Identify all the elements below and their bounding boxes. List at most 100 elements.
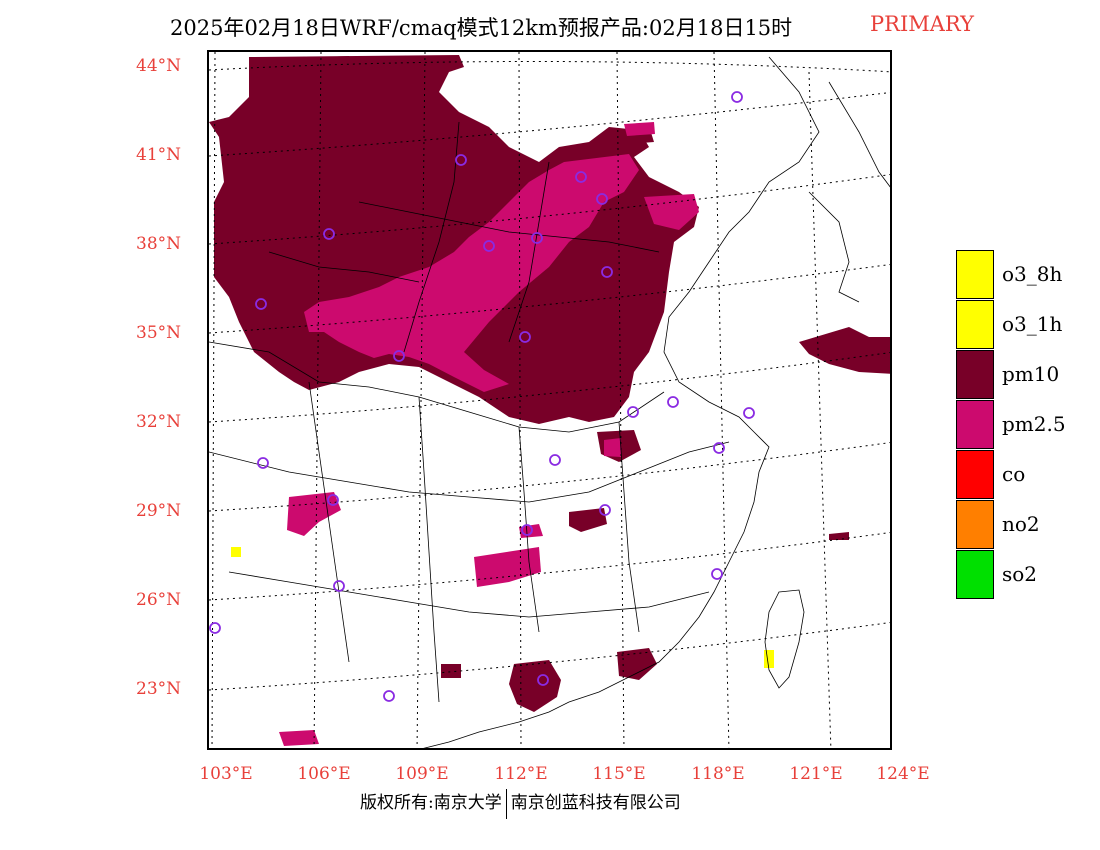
pm10-region-central-patch-2 bbox=[569, 508, 607, 532]
lon-label-106e: 106°E bbox=[297, 764, 351, 784]
station-marker[interactable] bbox=[333, 580, 345, 592]
station-marker[interactable] bbox=[627, 406, 639, 418]
pm25-region-main bbox=[304, 154, 639, 392]
lat-label-32n: 32°N bbox=[136, 412, 182, 432]
legend-swatch bbox=[956, 500, 994, 549]
province-line bbox=[358, 201, 660, 253]
lat-line bbox=[209, 264, 890, 334]
province-line bbox=[209, 441, 730, 503]
pm25-regions bbox=[279, 122, 699, 746]
station-marker[interactable] bbox=[455, 154, 467, 166]
pm10-regions bbox=[209, 55, 890, 712]
lon-line bbox=[211, 52, 216, 748]
station-marker[interactable] bbox=[483, 240, 495, 252]
lat-line bbox=[209, 91, 890, 157]
lat-label-38n: 38°N bbox=[136, 234, 182, 254]
pm10-region-east bbox=[799, 327, 890, 374]
province-line bbox=[418, 396, 440, 703]
station-marker[interactable] bbox=[731, 91, 743, 103]
stations bbox=[209, 91, 755, 702]
station-marker[interactable] bbox=[743, 407, 755, 419]
legend-label: so2 bbox=[1002, 562, 1038, 586]
o3-spot-west bbox=[231, 547, 241, 557]
lon-label-124e: 124°E bbox=[876, 764, 930, 784]
legend-swatch bbox=[956, 550, 994, 599]
o3-spot-taiwan bbox=[764, 650, 774, 668]
legend-swatch bbox=[956, 450, 994, 499]
lat-line bbox=[209, 174, 890, 245]
lon-line bbox=[313, 52, 322, 748]
map-title: 2025年02月18日WRF/cmaq模式12km预报产品:02月18日15时 bbox=[170, 16, 793, 40]
lat-line bbox=[209, 352, 890, 423]
station-marker[interactable] bbox=[537, 674, 549, 686]
title-row: 2025年02月18日WRF/cmaq模式12km预报产品:02月18日15时 … bbox=[0, 12, 1100, 42]
lon-label-103e: 103°E bbox=[199, 764, 253, 784]
station-marker[interactable] bbox=[383, 690, 395, 702]
copyright-company: 南京创蓝科技有限公司 bbox=[510, 793, 681, 813]
pm25-region-hunan bbox=[474, 547, 541, 587]
copyright-owner: 版权所有:南京大学 bbox=[360, 793, 502, 813]
map-panel[interactable] bbox=[207, 50, 892, 750]
pm10-region-se-strip bbox=[829, 532, 849, 540]
pm10-region-northwest-strip bbox=[254, 56, 359, 74]
lat-line bbox=[209, 442, 890, 512]
station-marker[interactable] bbox=[209, 622, 221, 634]
station-marker[interactable] bbox=[257, 457, 269, 469]
border-line bbox=[828, 81, 890, 188]
station-marker[interactable] bbox=[549, 454, 561, 466]
station-marker[interactable] bbox=[521, 524, 533, 536]
pm25-region-south bbox=[279, 730, 319, 746]
lon-line bbox=[808, 71, 832, 748]
lat-line bbox=[209, 532, 890, 601]
lat-label-26n: 26°N bbox=[136, 590, 182, 610]
station-marker[interactable] bbox=[713, 442, 725, 454]
station-marker[interactable] bbox=[575, 171, 587, 183]
lat-line bbox=[209, 60, 890, 73]
province-line bbox=[508, 161, 550, 343]
station-marker[interactable] bbox=[531, 232, 543, 244]
province-line bbox=[618, 421, 640, 633]
lat-label-29n: 29°N bbox=[136, 501, 182, 521]
lat-label-41n: 41°N bbox=[136, 145, 182, 165]
station-marker[interactable] bbox=[599, 504, 611, 516]
station-marker[interactable] bbox=[596, 193, 608, 205]
pm10-region-south-2 bbox=[617, 648, 657, 680]
korea-outline bbox=[808, 191, 860, 303]
station-marker[interactable] bbox=[667, 396, 679, 408]
station-marker[interactable] bbox=[393, 350, 405, 362]
lon-line bbox=[518, 52, 522, 748]
station-marker[interactable] bbox=[255, 298, 267, 310]
lat-label-44n: 44°N bbox=[136, 56, 182, 76]
station-marker[interactable] bbox=[711, 568, 723, 580]
legend-label: pm10 bbox=[1002, 362, 1060, 386]
lat-line bbox=[209, 622, 890, 691]
legend-label: co bbox=[1002, 462, 1026, 486]
lat-label-23n: 23°N bbox=[136, 679, 182, 699]
lon-label-115e: 115°E bbox=[592, 764, 646, 784]
station-marker[interactable] bbox=[601, 266, 613, 278]
legend-swatch bbox=[956, 350, 994, 399]
station-marker[interactable] bbox=[323, 228, 335, 240]
legend-label: o3_1h bbox=[1002, 312, 1063, 336]
copyright-footer: 版权所有:南京大学 南京创蓝科技有限公司 bbox=[360, 788, 681, 819]
legend-label: o3_8h bbox=[1002, 262, 1063, 286]
pollutant-tag: PRIMARY bbox=[870, 12, 974, 36]
station-marker[interactable] bbox=[327, 494, 339, 506]
forecast-map bbox=[209, 52, 890, 748]
legend-label: pm2.5 bbox=[1002, 412, 1066, 436]
coastline bbox=[423, 56, 820, 748]
lon-label-109e: 109°E bbox=[395, 764, 449, 784]
station-marker[interactable] bbox=[519, 331, 531, 343]
lon-label-118e: 118°E bbox=[691, 764, 745, 784]
pm25-region-sichuan bbox=[287, 492, 341, 536]
pm10-region-south-1 bbox=[509, 660, 561, 712]
lon-line bbox=[616, 52, 625, 748]
legend-swatch bbox=[956, 300, 994, 349]
pm10-region-south-3 bbox=[441, 664, 461, 678]
pm25-region-northeast bbox=[644, 194, 699, 230]
graticule bbox=[209, 52, 890, 748]
province-line bbox=[518, 426, 540, 633]
footer-divider bbox=[505, 788, 507, 819]
lat-label-35n: 35°N bbox=[136, 323, 182, 343]
province-line bbox=[228, 571, 710, 618]
